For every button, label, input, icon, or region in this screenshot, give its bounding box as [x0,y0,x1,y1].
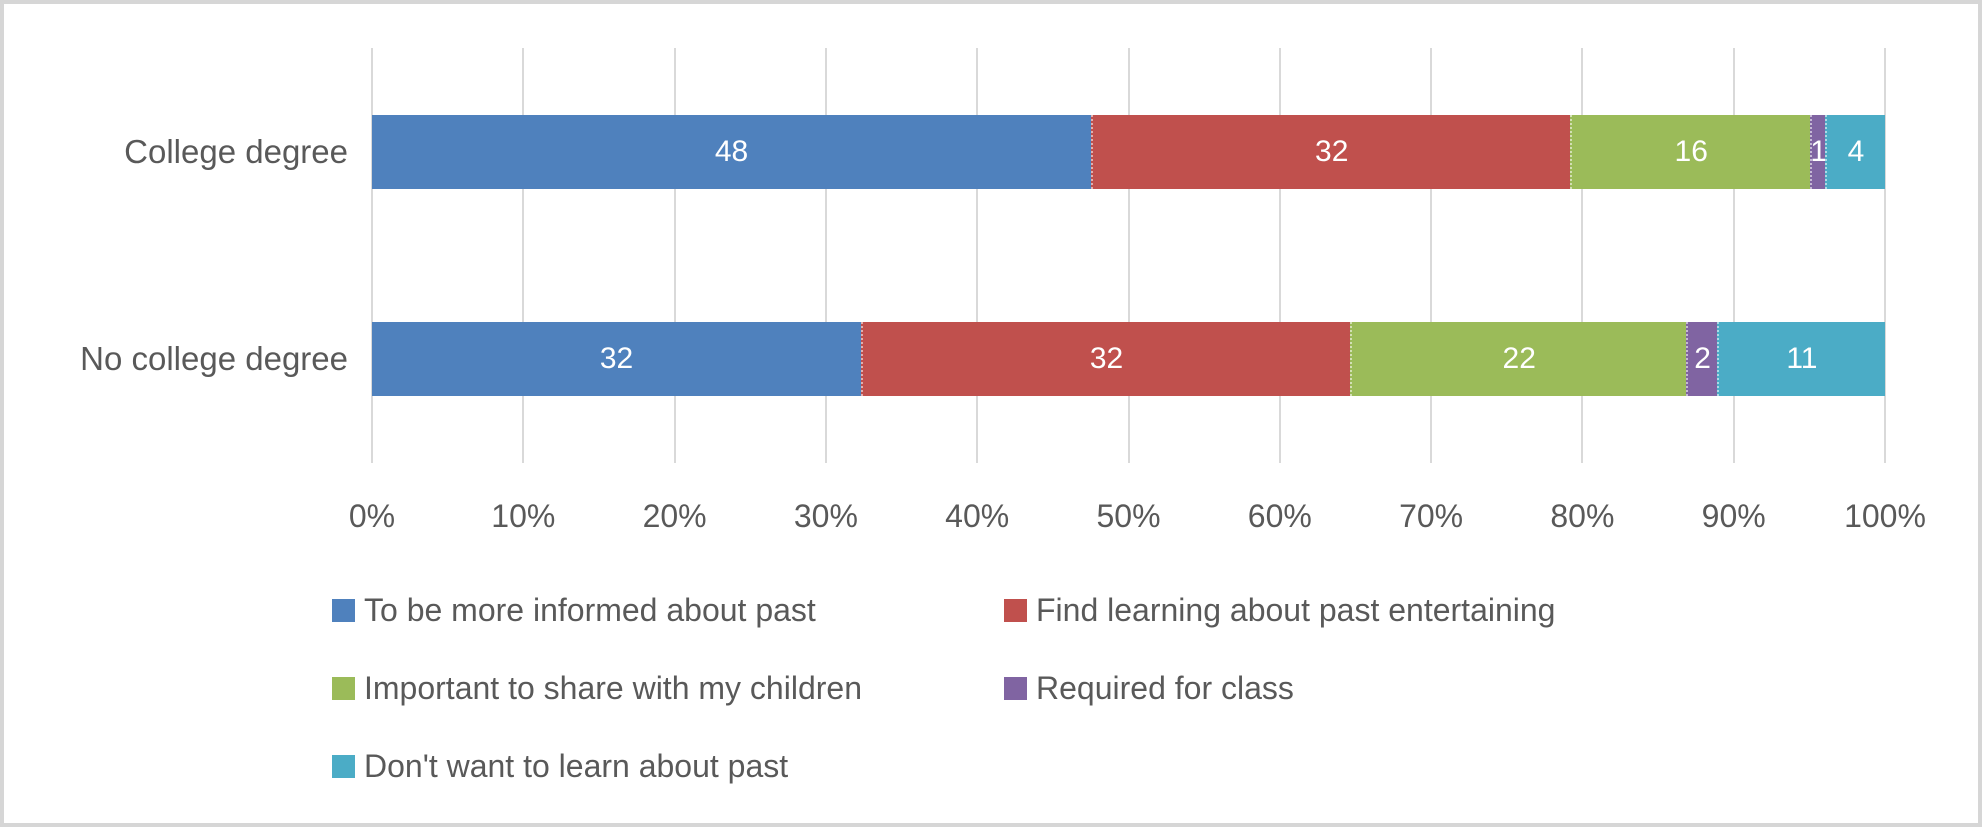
legend-color-swatch [1004,677,1027,700]
x-axis: 0% 10% 20% 30% 40% 50% 60% 70% 80% 90% 100% [349,463,1926,543]
plot-area: 48 32 16 1 4 32 32 22 2 11 [371,48,1886,463]
bar-segment-value: 32 [1315,134,1349,168]
bar-segment-value: 4 [1847,134,1865,168]
legend-item-label: Required for class [1036,670,1294,706]
legend-item-label: Don't want to learn about past [364,748,789,784]
bar-segment-value: 2 [1694,342,1711,376]
legend-item: To be more informed about past [332,583,1004,638]
x-axis-tick-label: 90% [1701,498,1766,534]
legend-item-label: To be more informed about past [364,592,816,628]
bar-segment-value: 11 [1786,342,1818,376]
x-axis-tick-label: 60% [1247,498,1312,534]
bar-segment: 32 [372,322,862,397]
bar-row: 32 32 22 2 11 [372,322,1885,397]
category-label: No college degree [80,340,348,378]
legend-item: Important to share with my children [332,661,1004,716]
bar-segment-value: 32 [1089,342,1124,376]
legend-item-label: Important to share with my children [364,670,862,706]
bar-segment: 1 [1810,114,1827,189]
bar-segment: 4 [1825,114,1885,189]
bar-segment: 32 [861,322,1351,397]
gridline [976,48,979,463]
gridline [673,48,676,463]
legend-color-swatch [332,599,355,622]
x-axis-tick-label: 10% [491,498,556,534]
x-axis-tick-label: 30% [793,498,858,534]
x-axis-tick-label: 0% [348,498,396,534]
gridline [522,48,525,463]
legend-item-label: Find learning about past entertaining [1036,592,1556,628]
bar-segment-value: 48 [714,134,749,168]
gridline [1581,48,1584,463]
bar-segment: 32 [1091,114,1571,189]
gridline [1884,48,1886,463]
legend-color-swatch [332,677,355,700]
bar-segment: 2 [1686,322,1717,397]
gridline [1127,48,1130,463]
category-label: College degree [124,132,348,170]
bar-segment-value: 22 [1502,342,1536,376]
bar-segment-value: 32 [599,342,634,376]
bar-segment-value: 16 [1674,134,1708,168]
x-axis-tick-label: 80% [1550,498,1615,534]
x-axis-tick-label: 40% [945,498,1010,534]
legend: To be more informed about past Find learn… [332,583,1555,794]
bar-segment: 48 [372,114,1092,189]
x-axis-tick-label: 20% [642,498,707,534]
bar-segment: 16 [1570,114,1811,189]
legend-color-swatch [332,755,355,778]
bar-segment-value: 1 [1810,134,1827,168]
bar-segment: 11 [1716,322,1885,397]
gridline [1732,48,1735,463]
gridline [1430,48,1433,463]
gridline [371,48,373,463]
category-labels: College degree No college degree [4,48,372,463]
gridline [824,48,827,463]
gridline [1278,48,1281,463]
legend-item: Required for class [1004,661,1555,716]
x-axis-tick-label: 70% [1399,498,1464,534]
legend-item: Don't want to learn about past [332,739,1004,794]
legend-color-swatch [1004,599,1027,622]
bar-segment: 22 [1350,322,1687,397]
x-axis-tick-label: 100% [1844,498,1926,534]
legend-item: Find learning about past entertaining [1004,583,1555,638]
x-axis-tick-label: 50% [1096,498,1161,534]
bar-row: 48 32 16 1 4 [372,114,1885,189]
